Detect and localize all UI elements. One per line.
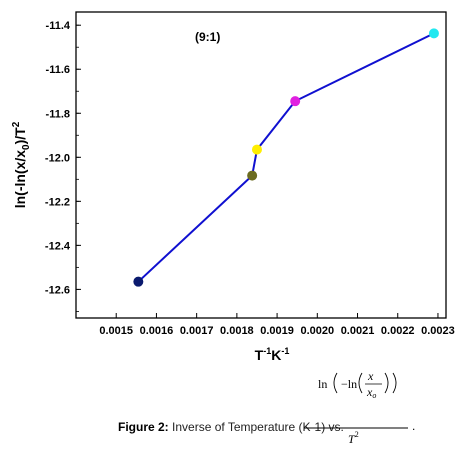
x-tick-label: 0.0023 [421, 325, 455, 337]
svg-text:ln: ln [318, 377, 327, 391]
y-axis-ticks: -12.6 -12.4 -12.2 -12.0 -11.8 -11.6 -11.4 [45, 20, 81, 312]
y-tick-label: -11.6 [46, 64, 70, 76]
svg-text:x: x [367, 369, 374, 383]
formula-paren-right-inner [384, 372, 389, 394]
data-point [133, 276, 144, 287]
x-tick-label: 0.0017 [180, 325, 214, 337]
x-tick-label: 0.0022 [381, 325, 415, 337]
plot-frame [75, 11, 447, 319]
formula-numerator: ln −ln x xo [318, 369, 397, 400]
y-tick-label: -12.4 [45, 240, 71, 252]
data-point [290, 96, 301, 107]
y-axis-label: ln(-ln(x/x0)/T2 [11, 121, 32, 208]
figure-caption: Figure 2: Inverse of Temperature (K-1) v… [118, 420, 344, 434]
y-tick-label: -11.4 [46, 20, 71, 32]
data-points [133, 28, 439, 287]
y-tick-label: -12.2 [45, 196, 70, 208]
svg-text:−ln: −ln [341, 377, 357, 391]
svg-text:xo: xo [366, 385, 376, 400]
x-tick-label: 0.0019 [260, 325, 294, 337]
formula-paren-left-outer [333, 372, 338, 394]
data-point [251, 144, 262, 155]
y-tick-label: -12.0 [45, 152, 70, 164]
formula-paren-left-inner [358, 372, 363, 394]
caption-text: Inverse of Temperature (K-1) vs. [172, 420, 344, 434]
x-tick-label: 0.0015 [99, 325, 133, 337]
caption-label: Figure 2: [118, 420, 169, 434]
x-tick-label: 0.0020 [300, 325, 334, 337]
x-tick-label: 0.0018 [220, 325, 254, 337]
x-axis-ticks: 0.0015 0.0016 0.0017 0.0018 0.0019 0.0020 0.00… [99, 313, 455, 337]
x-axis-label: T-1K-1 [255, 346, 290, 363]
caption-trailing: . [412, 419, 415, 433]
formula-paren-right-outer [392, 372, 397, 394]
data-point [247, 170, 258, 181]
y-tick-label: -12.6 [45, 284, 70, 296]
chart: 0.0015 0.0016 0.0017 0.0018 0.0019 0.0020 0.00… [11, 11, 455, 400]
data-point [428, 28, 439, 39]
y-tick-label: -11.8 [46, 108, 70, 120]
svg-text:T2: T2 [348, 430, 359, 446]
x-tick-label: 0.0021 [341, 325, 375, 337]
x-tick-label: 0.0016 [140, 325, 174, 337]
annotation-ratio: (9:1) [195, 30, 220, 44]
